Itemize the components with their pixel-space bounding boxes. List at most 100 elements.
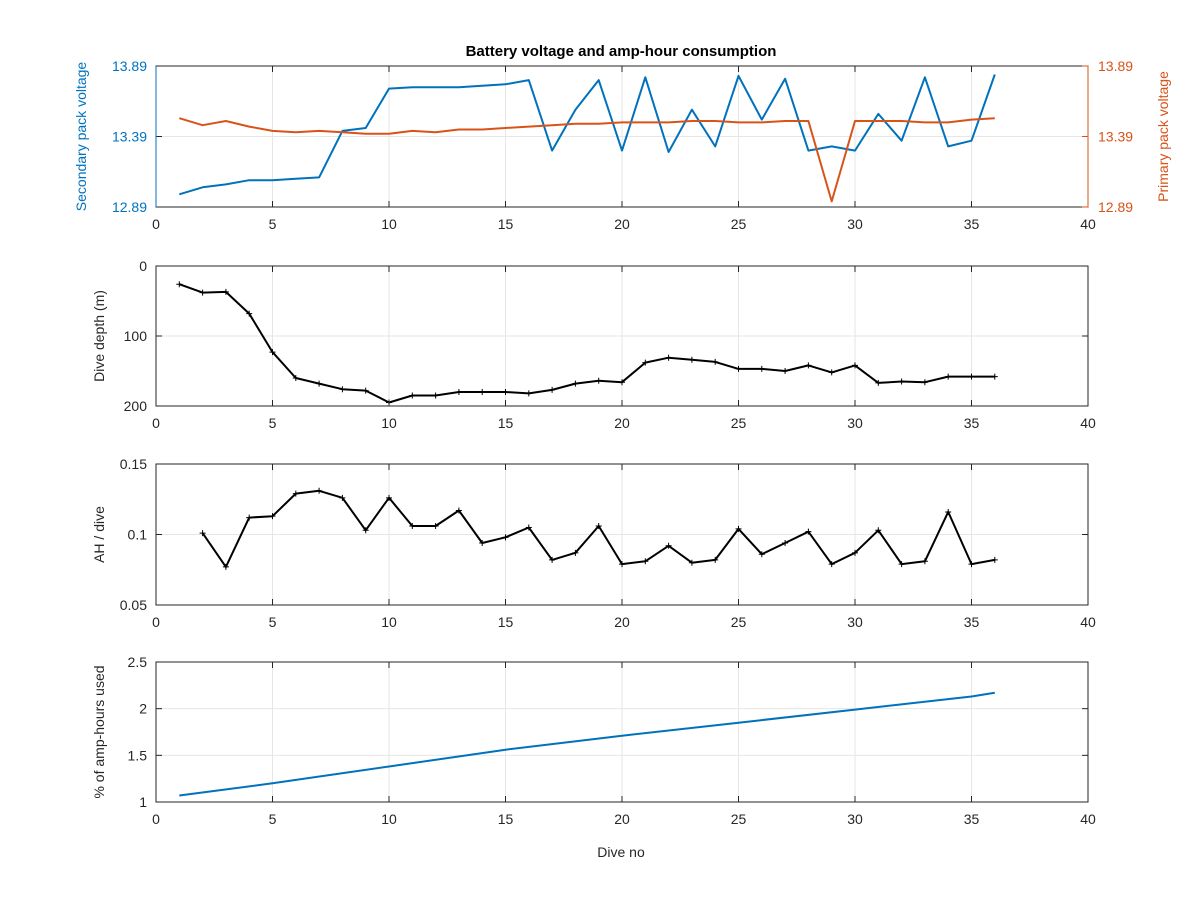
data-point [595, 377, 602, 384]
figure-title: Battery voltage and amp-hour consumption [466, 43, 777, 60]
x-tick-label: 0 [152, 614, 160, 630]
data-point [316, 487, 323, 494]
y-tick-label: 1 [139, 794, 147, 810]
x-tick-label: 15 [498, 415, 514, 431]
data-point [665, 354, 672, 361]
x-tick-label: 20 [614, 811, 630, 827]
y-right-tick-label: 13.89 [1098, 58, 1133, 74]
y-tick-label: 0.1 [128, 527, 148, 543]
y-axis-label: % of amp-hours used [91, 665, 107, 798]
x-tick-label: 40 [1080, 415, 1096, 431]
y-tick-label: 2.5 [128, 654, 148, 670]
data-point [432, 523, 439, 530]
x-tick-label: 25 [731, 811, 747, 827]
data-point [619, 379, 625, 386]
x-tick-label: 15 [498, 614, 514, 630]
x-tick-label: 20 [614, 216, 630, 232]
data-point [269, 349, 276, 356]
x-tick-label: 35 [964, 614, 980, 630]
data-point [595, 523, 602, 530]
data-point [898, 378, 905, 385]
data-point [292, 375, 299, 381]
data-point [316, 380, 323, 387]
y-axis-label: Secondary pack voltage [73, 62, 89, 212]
data-point [828, 561, 835, 568]
data-point [712, 556, 719, 563]
data-point [222, 288, 229, 295]
y-tick-label: 0 [139, 258, 147, 274]
data-point [479, 389, 486, 395]
data-point [875, 379, 882, 386]
x-tick-label: 20 [614, 614, 630, 630]
data-point [246, 310, 253, 317]
data-point [991, 556, 998, 563]
y-tick-label: 0.05 [120, 597, 147, 613]
x-tick-label: 10 [381, 614, 397, 630]
y-tick-label: 100 [124, 328, 148, 344]
plot-area: 0 5 10 15 20 25 30 35 4012.8913.3913.89Secondary… [73, 58, 1171, 827]
x-tick-label: 5 [269, 614, 277, 630]
data-point [852, 549, 858, 556]
x-tick-label: 10 [381, 811, 397, 827]
data-point [898, 561, 905, 568]
data-point [572, 549, 579, 556]
data-point [665, 542, 672, 549]
x-tick-label: 35 [964, 811, 980, 827]
x-tick-label: 10 [381, 415, 397, 431]
data-point [409, 392, 416, 399]
data-point [921, 558, 928, 565]
x-tick-label: 35 [964, 216, 980, 232]
y-right-axis-label: Primary pack voltage [1155, 71, 1171, 202]
data-point [945, 373, 952, 380]
data-point [292, 490, 299, 497]
data-point [362, 387, 369, 394]
chart-panel-3: 0 5 10 15 20 25 30 35 40 0.05 0.1 0.15 AH / dive [91, 456, 1096, 630]
x-tick-label: 40 [1080, 614, 1096, 630]
data-point [432, 392, 439, 399]
data-point [455, 507, 462, 514]
data-point [875, 527, 882, 534]
x-tick-label: 30 [847, 614, 863, 630]
chart-panel-1: 0 5 10 15 20 25 30 35 4012.8913.3913.89Secondary… [73, 58, 1171, 232]
data-point [549, 556, 556, 563]
data-point [688, 356, 695, 363]
x-tick-label: 0 [152, 216, 160, 232]
data-point [758, 551, 765, 558]
x-tick-label: 0 [152, 415, 160, 431]
data-point [782, 368, 789, 374]
data-point [735, 365, 742, 372]
data-point [525, 390, 532, 397]
y-right-tick-label: 13.39 [1098, 129, 1133, 145]
series-line-1-1 [179, 74, 996, 196]
y-tick-label: 13.89 [112, 58, 147, 74]
y-tick-label: 200 [124, 398, 148, 414]
x-tick-label: 5 [269, 811, 277, 827]
data-point [642, 359, 649, 366]
x-tick-label: 5 [269, 216, 277, 232]
data-point [502, 389, 509, 395]
series-line-1-2 [179, 117, 995, 203]
data-point [782, 539, 789, 546]
data-point [549, 386, 556, 393]
data-point [852, 362, 858, 369]
data-point [409, 523, 416, 530]
data-point [968, 373, 975, 380]
series-line-2-1 [178, 283, 995, 404]
data-point [222, 563, 229, 570]
data-point [502, 534, 509, 541]
y-right-tick-label: 12.89 [1098, 199, 1133, 215]
data-point [199, 289, 206, 296]
data-point [828, 369, 835, 376]
data-point [805, 528, 812, 535]
chart-panel-2: 0 5 10 15 20 25 30 35 40 0 100 200 Dive depth (m) [91, 258, 1096, 431]
data-point [968, 561, 975, 568]
data-point [991, 373, 998, 380]
y-axis-label: AH / dive [91, 506, 107, 563]
data-point [945, 508, 952, 515]
data-point [805, 362, 812, 369]
data-point [269, 513, 276, 520]
x-tick-label: 15 [498, 216, 514, 232]
x-axis-label: Dive no [597, 844, 645, 860]
x-tick-label: 15 [498, 811, 514, 827]
